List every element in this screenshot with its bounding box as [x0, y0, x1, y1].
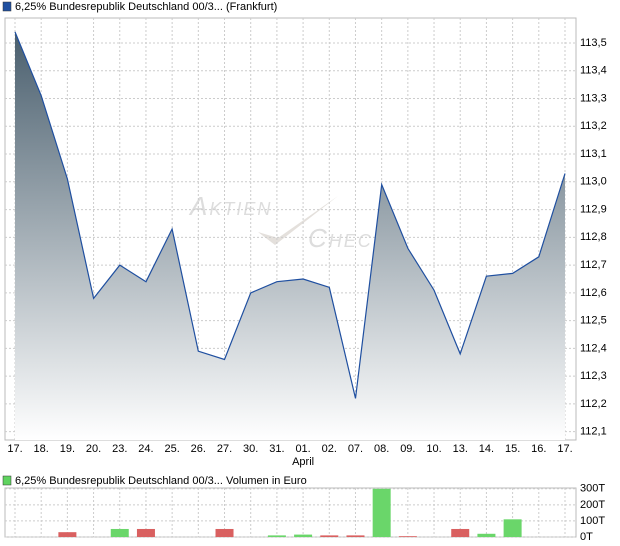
watermark: Chec — [308, 223, 373, 253]
bar — [320, 535, 339, 537]
x-tick-label: 24. — [138, 443, 153, 455]
area — [15, 31, 565, 441]
bar — [110, 528, 129, 537]
legend-swatch — [2, 1, 12, 12]
y-tick-label: 112,9 — [580, 203, 607, 215]
y-tick-label: 100T — [580, 515, 605, 527]
y-tick-label: 113,1 — [580, 148, 607, 160]
x-tick-label: 07. — [348, 443, 363, 455]
x-tick-label: 02. — [322, 443, 337, 455]
line — [14, 31, 566, 399]
y-tick-label: 112,5 — [580, 315, 607, 327]
y-tick-label: 112,8 — [580, 231, 607, 243]
y-tick-label: 112,7 — [580, 259, 607, 271]
bar — [398, 536, 417, 537]
y-tick-label: 112,1 — [580, 426, 607, 438]
x-tick-label: 09. — [400, 443, 415, 455]
x-tick-label: 27. — [217, 443, 232, 455]
y-tick-label: 113,3 — [580, 92, 607, 104]
bar — [451, 528, 470, 537]
y-tick-label: 112,4 — [580, 342, 607, 354]
x-tick-label: 17. — [7, 443, 22, 455]
bar — [477, 533, 496, 537]
x-tick-label: 16. — [531, 443, 546, 455]
x-tick-label: 17. — [557, 443, 572, 455]
y-tick-label: 300T — [580, 483, 605, 495]
x-tick-label: 15. — [505, 443, 520, 455]
x-tick-label: 01. — [295, 443, 310, 455]
y-tick-label: 113,4 — [580, 65, 607, 77]
y-tick-label: 113,0 — [580, 176, 607, 188]
legend-text: 6,25% Bundesrepublik Deutschland 00/3...… — [15, 1, 277, 13]
bar — [267, 535, 286, 537]
month-label: April — [292, 456, 314, 468]
bar — [503, 519, 522, 537]
bar — [372, 488, 391, 537]
bar — [58, 532, 77, 537]
y-tick-label: 113,5 — [580, 37, 607, 49]
y-tick-label: 112,6 — [580, 287, 607, 299]
bar — [136, 528, 155, 537]
y-tick-label: 113,2 — [580, 120, 607, 132]
legend-text: 6,25% Bundesrepublik Deutschland 00/3...… — [15, 475, 307, 487]
x-tick-label: 19. — [60, 443, 75, 455]
x-tick-label: 20. — [86, 443, 101, 455]
x-tick-label: 30. — [243, 443, 258, 455]
x-tick-label: 31. — [269, 443, 284, 455]
y-tick-label: 200T — [580, 499, 605, 511]
x-tick-label: 26. — [191, 443, 206, 455]
bar — [215, 528, 234, 537]
x-tick-label: 08. — [374, 443, 389, 455]
volume-frame — [4, 487, 577, 538]
x-tick-label: 25. — [164, 443, 179, 455]
legend-swatch — [2, 475, 12, 486]
bar — [346, 535, 365, 537]
watermark: Aktien — [188, 191, 272, 221]
y-tick-label: 112,3 — [580, 370, 607, 382]
x-tick-label: 10. — [426, 443, 441, 455]
y-tick-label: 0T — [580, 531, 593, 543]
y-tick-label: 112,2 — [580, 398, 607, 410]
x-tick-label: 23. — [112, 443, 127, 455]
x-tick-label: 14. — [479, 443, 494, 455]
x-tick-label: 13. — [453, 443, 468, 455]
bar — [294, 534, 313, 537]
x-tick-label: 18. — [34, 443, 49, 455]
